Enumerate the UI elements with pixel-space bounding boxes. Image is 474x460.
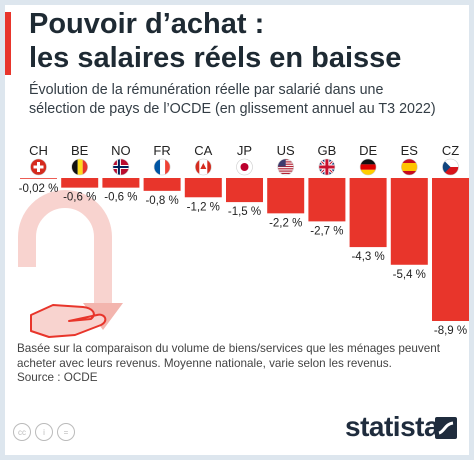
footnote-line-2: acheter avec leurs revenus. Moyenne nati… bbox=[17, 357, 392, 370]
value-label-ch: -0,02 % bbox=[19, 183, 59, 195]
statista-logo-mark bbox=[435, 417, 457, 439]
category-label-es: ES bbox=[401, 143, 419, 158]
flag-us-icon bbox=[277, 158, 295, 176]
bar-es bbox=[390, 178, 428, 265]
bar-gb bbox=[308, 178, 346, 222]
category-label-us: US bbox=[277, 143, 295, 158]
category-label-be: BE bbox=[71, 143, 89, 158]
category-label-fr: FR bbox=[153, 143, 170, 158]
value-label-us: -2,2 % bbox=[269, 217, 302, 229]
no-derivatives-icon: = bbox=[57, 423, 75, 441]
hand-arrow-illustration bbox=[18, 190, 123, 338]
u-turn-arrow bbox=[18, 190, 112, 305]
value-label-no: -0,6 % bbox=[104, 192, 137, 204]
bar-ca bbox=[184, 178, 222, 198]
subtitle-line-1: Évolution de la rémunération réelle par … bbox=[29, 82, 384, 98]
flag-jp-icon bbox=[236, 158, 253, 176]
flag-ca-icon bbox=[195, 158, 212, 176]
country-flags bbox=[30, 158, 459, 176]
category-label-gb: GB bbox=[318, 143, 337, 158]
flag-cz-icon bbox=[442, 158, 459, 176]
bar-ch bbox=[20, 178, 57, 179]
flag-ch-icon bbox=[30, 158, 47, 176]
bar-de bbox=[349, 178, 387, 248]
infographic-card: Pouvoir d’achat : les salaires réels en … bbox=[5, 5, 469, 455]
bar-fr bbox=[143, 178, 181, 191]
value-label-cz: -8,9 % bbox=[434, 325, 467, 337]
title-line-2: les salaires réels en baisse bbox=[29, 42, 402, 74]
value-label-gb: -2,7 % bbox=[310, 225, 343, 237]
subtitle-line-2: sélection de pays de l’OCDE (en glisseme… bbox=[29, 101, 436, 117]
flag-fr-icon bbox=[153, 158, 171, 176]
bar-chart: CH BE NO FR CA JP US GB DE ES CZ -0,02 % -0,6 % -0,6… bbox=[18, 143, 469, 338]
bar-be bbox=[61, 178, 99, 188]
category-label-ch: CH bbox=[29, 143, 48, 158]
flag-de-icon bbox=[359, 158, 377, 176]
creative-commons-icon: cc bbox=[13, 423, 31, 441]
flag-no-icon bbox=[112, 158, 130, 176]
bar-jp bbox=[226, 178, 263, 203]
bars bbox=[20, 178, 469, 321]
flag-gb-icon bbox=[318, 158, 336, 176]
footnote: Basée sur la comparaison du volume de bi… bbox=[17, 341, 463, 371]
chart-subtitle: Évolution de la rémunération réelle par … bbox=[29, 81, 459, 119]
value-label-de: -4,3 % bbox=[351, 251, 384, 263]
value-label-be: -0,6 % bbox=[63, 192, 96, 204]
source-note: Source : OCDE bbox=[17, 371, 98, 384]
category-label-no: NO bbox=[111, 143, 131, 158]
bar-no bbox=[102, 178, 140, 188]
title-line-1: Pouvoir d’achat : bbox=[29, 8, 265, 40]
value-labels: -0,02 % -0,6 % -0,6 % -0,8 % -1,2 % -1,5 % -2,… bbox=[19, 183, 467, 337]
chart-title: Pouvoir d’achat : les salaires réels en … bbox=[29, 7, 459, 75]
bar-us bbox=[267, 178, 305, 214]
attribution-icon: i bbox=[35, 423, 53, 441]
category-labels: CH BE NO FR CA JP US GB DE ES CZ bbox=[29, 143, 459, 158]
category-label-ca: CA bbox=[194, 143, 212, 158]
statista-logo: statista bbox=[345, 411, 440, 442]
category-label-cz: CZ bbox=[442, 143, 459, 158]
category-label-de: DE bbox=[359, 143, 377, 158]
license-icons: cc i = bbox=[13, 423, 75, 441]
value-label-es: -5,4 % bbox=[393, 269, 426, 281]
footnote-line-1: Basée sur la comparaison du volume de bi… bbox=[17, 342, 440, 355]
value-label-jp: -1,5 % bbox=[228, 206, 261, 218]
flag-be-icon bbox=[71, 158, 88, 176]
value-label-fr: -0,8 % bbox=[145, 195, 178, 207]
title-accent-bar bbox=[5, 12, 11, 75]
hand-shape bbox=[30, 304, 107, 338]
category-label-jp: JP bbox=[237, 143, 252, 158]
flag-es-icon bbox=[400, 158, 418, 176]
value-label-ca: -1,2 % bbox=[187, 201, 220, 213]
bar-cz bbox=[432, 178, 469, 321]
